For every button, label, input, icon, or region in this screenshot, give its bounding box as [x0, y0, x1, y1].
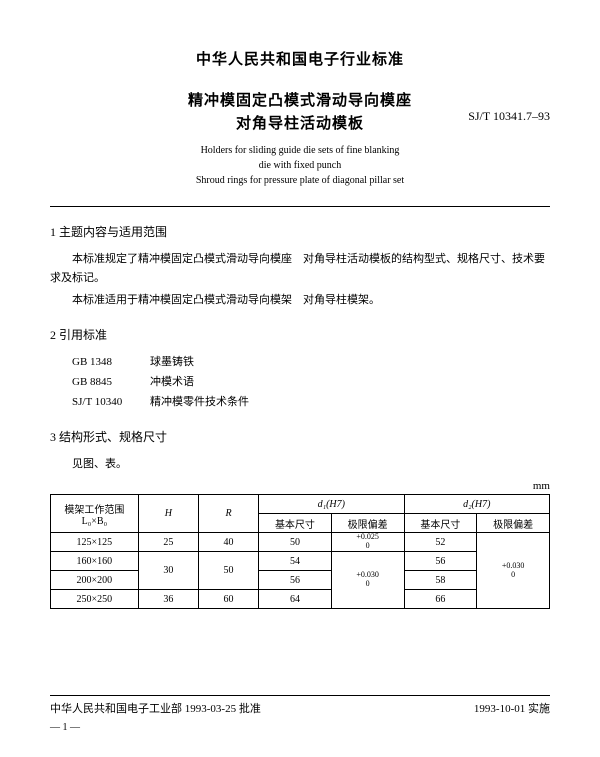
footer-effective: 1993-10-01 实施	[474, 700, 550, 716]
ref-name: 精冲模零件技术条件	[150, 396, 249, 408]
table-row: 200×200 56 58	[51, 571, 550, 590]
th-tol: 极限偏差	[477, 514, 550, 533]
cell: 40	[198, 533, 258, 552]
title-en-2: die with fixed punch	[50, 158, 550, 173]
cell: 36	[138, 590, 198, 609]
footer-approval: 中华人民共和国电子工业部 1993-03-25 批准	[50, 700, 261, 716]
page-number: — 1 —	[50, 722, 550, 733]
title-en-3: Shroud rings for pressure plate of diago…	[50, 173, 550, 188]
cell: 160×160	[51, 552, 139, 571]
cell: 200×200	[51, 571, 139, 590]
table-row: 160×160 30 50 54 +0.0300 56	[51, 552, 550, 571]
cell: 56	[404, 552, 477, 571]
cell: 52	[404, 533, 477, 552]
table-row: 250×250 36 60 64 66	[51, 590, 550, 609]
ref-line: SJ/T 10340精冲模零件技术条件	[72, 393, 550, 413]
title-cn-1: 精冲模固定凸模式滑动导向模座	[50, 89, 550, 110]
title-block: 精冲模固定凸模式滑动导向模座 对角导柱活动模板 SJ/T 10341.7–93 …	[50, 89, 550, 188]
standard-number: SJ/T 10341.7–93	[468, 109, 550, 124]
section-3-para-1: 见图、表。	[50, 455, 550, 474]
ref-line: GB 8845冲模术语	[72, 373, 550, 393]
th-r: R	[198, 495, 258, 533]
footer-divider	[50, 695, 550, 696]
th-tol: 极限偏差	[331, 514, 404, 533]
cell: 125×125	[51, 533, 139, 552]
cell: 56	[259, 571, 332, 590]
footer: 中华人民共和国电子工业部 1993-03-25 批准 1993-10-01 实施…	[50, 685, 550, 733]
th-d2: d₂(H7)	[404, 495, 550, 514]
section-1-para-2: 本标准适用于精冲模固定凸模式滑动导向模架 对角导柱模架。	[50, 291, 550, 310]
ref-name: 球墨铸铁	[150, 356, 194, 368]
cell-tol: +0.0300	[477, 533, 550, 609]
th-basic: 基本尺寸	[259, 514, 332, 533]
ref-code: SJ/T 10340	[72, 393, 150, 413]
th-basic: 基本尺寸	[404, 514, 477, 533]
cell: 66	[404, 590, 477, 609]
spec-table: 模架工作范围 L₀×B₀ H R d₁(H7) d₂(H7) 基本尺寸 极限偏差…	[50, 494, 550, 609]
cell: 250×250	[51, 590, 139, 609]
section-1-head: 1 主题内容与适用范围	[50, 223, 550, 240]
table-row: 125×125 25 40 50 +0.0250 52 +0.0300	[51, 533, 550, 552]
cell: 30	[138, 552, 198, 590]
section-1-para-1: 本标准规定了精冲模固定凸模式滑动导向模座 对角导柱活动模板的结构型式、规格尺寸、…	[50, 250, 550, 287]
section-2-head: 2 引用标准	[50, 326, 550, 343]
cell: 25	[138, 533, 198, 552]
th-h: H	[138, 495, 198, 533]
cell: 50	[259, 533, 332, 552]
title-en: Holders for sliding guide die sets of fi…	[50, 143, 550, 188]
ref-code: GB 1348	[72, 353, 150, 373]
org-header: 中华人民共和国电子行业标准	[50, 48, 550, 69]
cell: 58	[404, 571, 477, 590]
th-d1: d₁(H7)	[259, 495, 404, 514]
cell-tol: +0.0250	[331, 533, 404, 552]
ref-code: GB 8845	[72, 373, 150, 393]
ref-line: GB 1348球墨铸铁	[72, 353, 550, 373]
title-en-1: Holders for sliding guide die sets of fi…	[50, 143, 550, 158]
ref-name: 冲模术语	[150, 376, 194, 388]
unit-label: mm	[50, 480, 550, 492]
cell: 60	[198, 590, 258, 609]
th-lb: 模架工作范围 L₀×B₀	[51, 495, 139, 533]
cell: 64	[259, 590, 332, 609]
section-3-head: 3 结构形式、规格尺寸	[50, 428, 550, 445]
divider	[50, 206, 550, 207]
cell: 54	[259, 552, 332, 571]
cell-tol: +0.0300	[331, 552, 404, 609]
cell: 50	[198, 552, 258, 590]
